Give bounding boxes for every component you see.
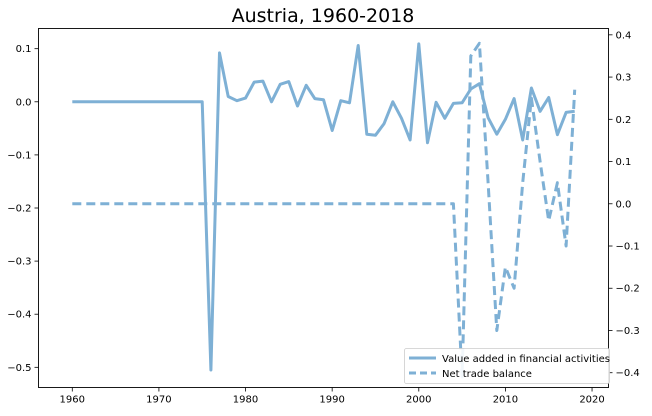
y2-tick-label: −0.3 <box>616 326 640 337</box>
y-tick-label: 0.1 <box>16 44 32 55</box>
x-tick-label: 1960 <box>60 395 85 406</box>
legend-label-net-trade: Net trade balance <box>442 369 532 380</box>
y2-tick-label: 0.2 <box>616 115 632 126</box>
y-axis-right: 0.4 0.3 0.2 0.1 0.0 −0.1 −0.2 −0.3 −0.4 <box>608 30 640 379</box>
y2-tick-label: 0.1 <box>616 157 632 168</box>
y2-tick-label: −0.4 <box>616 368 640 379</box>
y2-tick-label: 0.3 <box>616 73 632 84</box>
y2-tick-label: −0.1 <box>616 242 640 253</box>
y2-tick-label: 0.4 <box>616 30 632 41</box>
x-tick-label: 2020 <box>579 395 604 406</box>
series-line-net-trade-balance <box>72 41 577 379</box>
x-tick-label: 2000 <box>406 395 431 406</box>
x-tick-label: 1970 <box>146 395 171 406</box>
y-tick-label: 0.0 <box>16 97 32 108</box>
legend-box <box>404 348 610 384</box>
x-tick-label: 1990 <box>319 395 344 406</box>
y2-tick-label: −0.2 <box>616 284 640 295</box>
plot-frame <box>38 28 609 388</box>
x-tick-label: 1980 <box>233 395 258 406</box>
legend: Value added in financial activities Net … <box>404 348 610 384</box>
legend-label-value-added: Value added in financial activities <box>442 354 610 365</box>
y-tick-label: −0.4 <box>7 310 31 321</box>
series-lines <box>72 41 577 379</box>
x-tick-label: 2010 <box>493 395 518 406</box>
x-axis: 1960 1970 1980 1990 2000 2010 2020 <box>60 387 605 406</box>
chart-title: Austria, 1960-2018 <box>232 5 415 27</box>
series-line-value-added <box>72 42 575 372</box>
y2-tick-label: 0.0 <box>616 199 632 210</box>
y-tick-label: −0.5 <box>7 363 31 374</box>
y-tick-label: −0.2 <box>7 204 31 215</box>
y-tick-label: −0.3 <box>7 257 31 268</box>
y-tick-label: −0.1 <box>7 150 31 161</box>
y-axis-left: 0.1 0.0 −0.1 −0.2 −0.3 −0.4 −0.5 <box>7 44 39 374</box>
